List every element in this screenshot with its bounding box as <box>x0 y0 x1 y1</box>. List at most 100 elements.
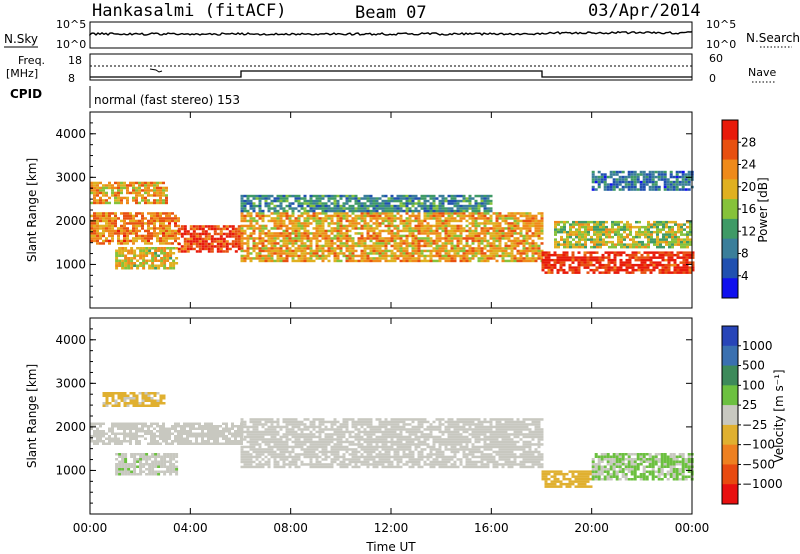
echo-cell <box>435 244 439 248</box>
echo-cell <box>276 254 280 258</box>
echo-cell <box>261 232 265 235</box>
echo-cell <box>327 259 331 263</box>
echo-cell <box>411 202 415 205</box>
echo-cell <box>294 425 298 429</box>
echo-cell <box>363 227 367 230</box>
echo-cell <box>300 227 304 230</box>
echo-cell <box>642 175 646 179</box>
echo-cell <box>396 217 400 220</box>
echo-cell <box>252 239 256 243</box>
echo-cell <box>115 267 119 270</box>
echo-cell <box>375 199 379 203</box>
echo-cell <box>114 199 117 202</box>
echo-cell <box>507 227 511 230</box>
echo-cell <box>510 229 514 233</box>
echo-cell <box>540 229 544 233</box>
echo-cell <box>291 202 295 205</box>
echo-cell <box>402 204 406 208</box>
echo-cell <box>660 170 664 174</box>
echo-cell <box>159 191 162 195</box>
echo-cell <box>174 214 177 218</box>
echo-cell <box>201 225 205 228</box>
echo-cell <box>450 224 454 228</box>
echo-cell <box>120 196 123 200</box>
echo-cell <box>105 199 108 202</box>
echo-cell <box>330 433 334 436</box>
echo-cell <box>683 223 686 226</box>
echo-cell <box>372 214 376 218</box>
echo-cell <box>630 173 634 176</box>
echo-cell <box>531 222 535 225</box>
echo-cell <box>504 219 508 223</box>
echo-cell <box>501 214 505 218</box>
echo-cell <box>111 186 114 190</box>
echo-cell <box>599 230 602 234</box>
echo-cell <box>583 263 587 267</box>
echo-cell <box>261 219 265 223</box>
echo-cell <box>498 234 502 238</box>
echo-cell <box>348 229 352 233</box>
echo-cell <box>102 430 105 433</box>
echo-cell <box>153 404 157 407</box>
echo-cell <box>222 430 225 433</box>
echo-cell <box>378 247 382 250</box>
echo-cell <box>477 222 481 225</box>
echo-cell <box>117 442 120 445</box>
echo-cell <box>447 242 451 245</box>
echo-cell <box>423 212 427 215</box>
echo-cell <box>651 173 655 176</box>
echo-cell <box>519 219 523 223</box>
echo-cell <box>366 252 370 255</box>
echo-cell <box>540 257 544 260</box>
echo-cell <box>96 217 99 220</box>
echo-cell <box>172 247 176 250</box>
echo-cell <box>276 425 280 429</box>
echo-cell <box>240 259 244 263</box>
echo-cell <box>222 422 225 425</box>
echo-cell <box>228 442 231 445</box>
echo-cell <box>126 432 129 435</box>
echo-cell <box>685 253 689 257</box>
echo-cell <box>429 232 433 235</box>
echo-cell <box>658 253 662 257</box>
echo-cell <box>465 239 469 243</box>
echo-cell <box>630 185 634 189</box>
echo-cell <box>210 240 214 243</box>
echo-cell <box>204 232 208 236</box>
echo-cell <box>243 425 247 429</box>
echo-cell <box>183 422 186 425</box>
echo-cell <box>629 225 632 229</box>
echo-cell <box>168 437 171 440</box>
echo-cell <box>657 178 661 181</box>
echo-cell <box>631 253 635 257</box>
echo-cell <box>429 237 433 240</box>
echo-cell <box>689 240 692 244</box>
echo-cell <box>402 247 406 250</box>
freq-tick-bottom: 8 <box>68 72 75 85</box>
echo-cell <box>626 225 629 229</box>
echo-cell <box>180 430 183 433</box>
echo-cell <box>154 473 158 476</box>
echo-cell <box>255 254 259 258</box>
echo-cell <box>402 202 406 205</box>
echo-cell <box>417 232 421 235</box>
echo-cell <box>477 214 481 218</box>
echo-cell <box>315 234 319 238</box>
echo-cell <box>534 257 538 260</box>
echo-cell <box>336 232 340 235</box>
echo-cell <box>429 212 433 215</box>
echo-cell <box>258 453 262 456</box>
echo-cell <box>635 225 638 229</box>
echo-cell <box>90 435 93 438</box>
echo-cell <box>321 445 325 449</box>
echo-cell <box>387 214 391 218</box>
echo-cell <box>396 229 400 233</box>
echo-cell <box>648 188 652 191</box>
echo-cell <box>246 212 250 215</box>
echo-cell <box>276 430 280 434</box>
echo-cell <box>486 239 490 243</box>
colorbar-tick-label: 16 <box>741 202 756 216</box>
echo-cell <box>495 234 499 238</box>
echo-cell <box>432 242 436 245</box>
echo-cell <box>118 465 122 468</box>
